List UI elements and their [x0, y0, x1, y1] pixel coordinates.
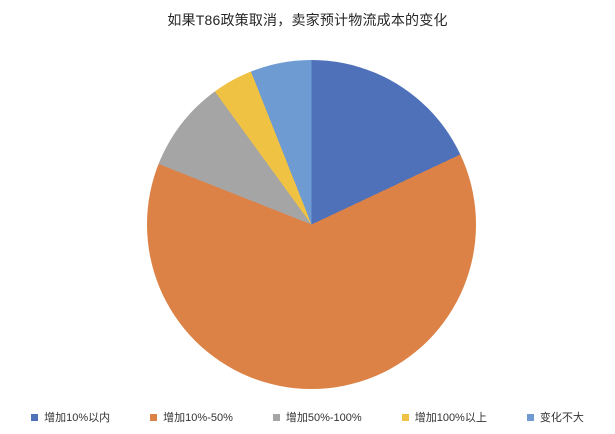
legend-label: 变化不大 [539, 412, 584, 424]
legend-item: 变化不大 [526, 409, 584, 425]
legend-item: 增加10%-50% [150, 409, 233, 425]
legend-item: 增加100%以上 [401, 409, 487, 425]
legend: 增加10%以内 增加10%-50% 增加50%-100% 增加100%以上 变化… [0, 409, 615, 425]
chart-title: 如果T86政策取消，卖家预计物流成本的变化 [167, 12, 448, 28]
legend-swatch-square-icon [31, 413, 39, 421]
legend-label: 增加10%-50% [163, 412, 233, 424]
legend-label: 增加50%-100% [285, 412, 362, 424]
legend-item: 增加50%-100% [272, 409, 362, 425]
pie [147, 60, 476, 389]
legend-swatch-square-icon [150, 413, 158, 421]
legend-item: 增加10%以内 [31, 409, 110, 425]
legend-label: 增加100%以上 [414, 412, 487, 424]
legend-label: 增加10%以内 [44, 412, 111, 424]
legend-swatch-square-icon [272, 413, 280, 421]
legend-swatch-square-icon [526, 413, 534, 421]
legend-swatch-square-icon [401, 413, 409, 421]
